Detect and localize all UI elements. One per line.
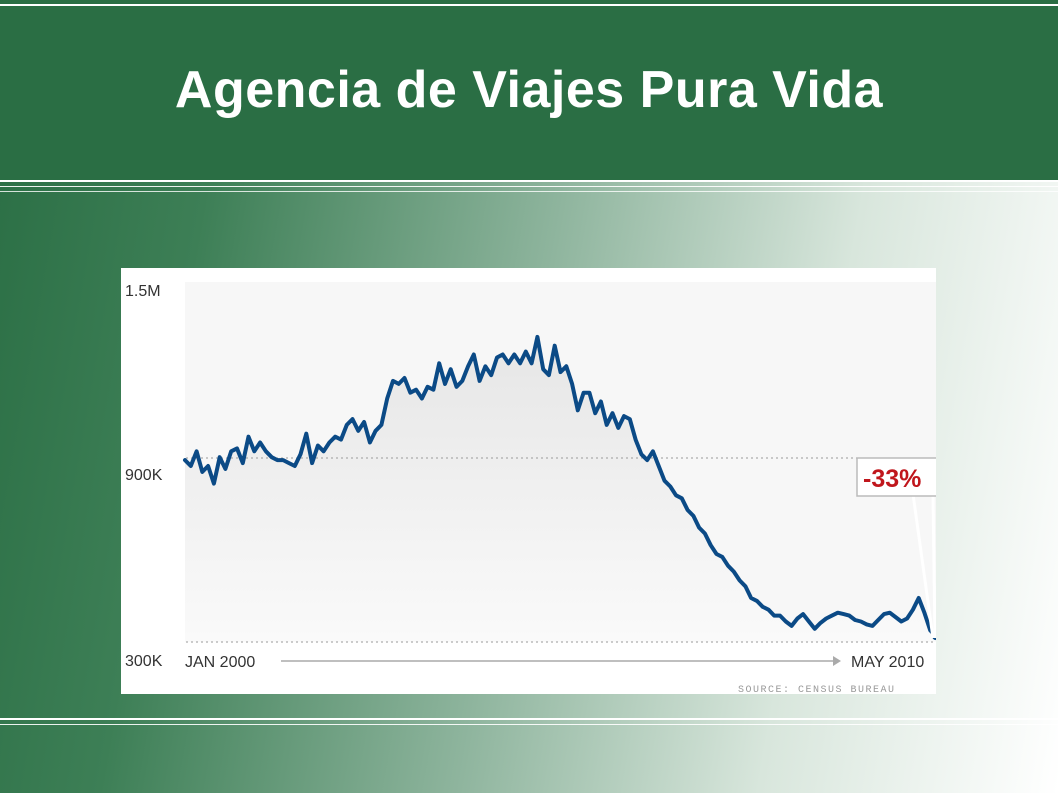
change-callout: -33% — [863, 465, 921, 493]
line-chart: 1.5M 900K 300K JAN 2000 MAY 2010 SOURCE:… — [121, 268, 936, 694]
footer-rule-2 — [0, 724, 1058, 725]
slide-title: Agencia de Viajes Pura Vida — [174, 61, 884, 119]
y-axis-band — [121, 268, 185, 648]
area-fill — [185, 336, 936, 642]
callout-pointer-right — [931, 493, 936, 639]
y-tick-900k: 900K — [125, 467, 163, 484]
title-bar-rule-thin-1 — [0, 186, 1058, 187]
series-line — [183, 334, 936, 639]
chart-panel: 1.5M 900K 300K JAN 2000 MAY 2010 SOURCE:… — [121, 268, 936, 694]
x-start-label: JAN 2000 — [185, 654, 255, 671]
title-bar-top-rule — [0, 4, 1058, 6]
y-tick-1-5m: 1.5M — [125, 283, 161, 300]
footer-rule-1 — [0, 718, 1058, 720]
title-bar — [0, 0, 1058, 180]
source-credit: SOURCE: CENSUS BUREAU — [738, 685, 896, 694]
x-end-label: MAY 2010 — [851, 654, 924, 671]
x-axis-arrowhead — [833, 656, 841, 666]
title-bar-rule-thin-2 — [0, 191, 1058, 192]
y-tick-300k: 300K — [125, 653, 163, 670]
callout-box — [856, 457, 936, 497]
title-bar-bottom-rule — [0, 180, 1058, 182]
callout-pointer-left — [911, 493, 935, 639]
